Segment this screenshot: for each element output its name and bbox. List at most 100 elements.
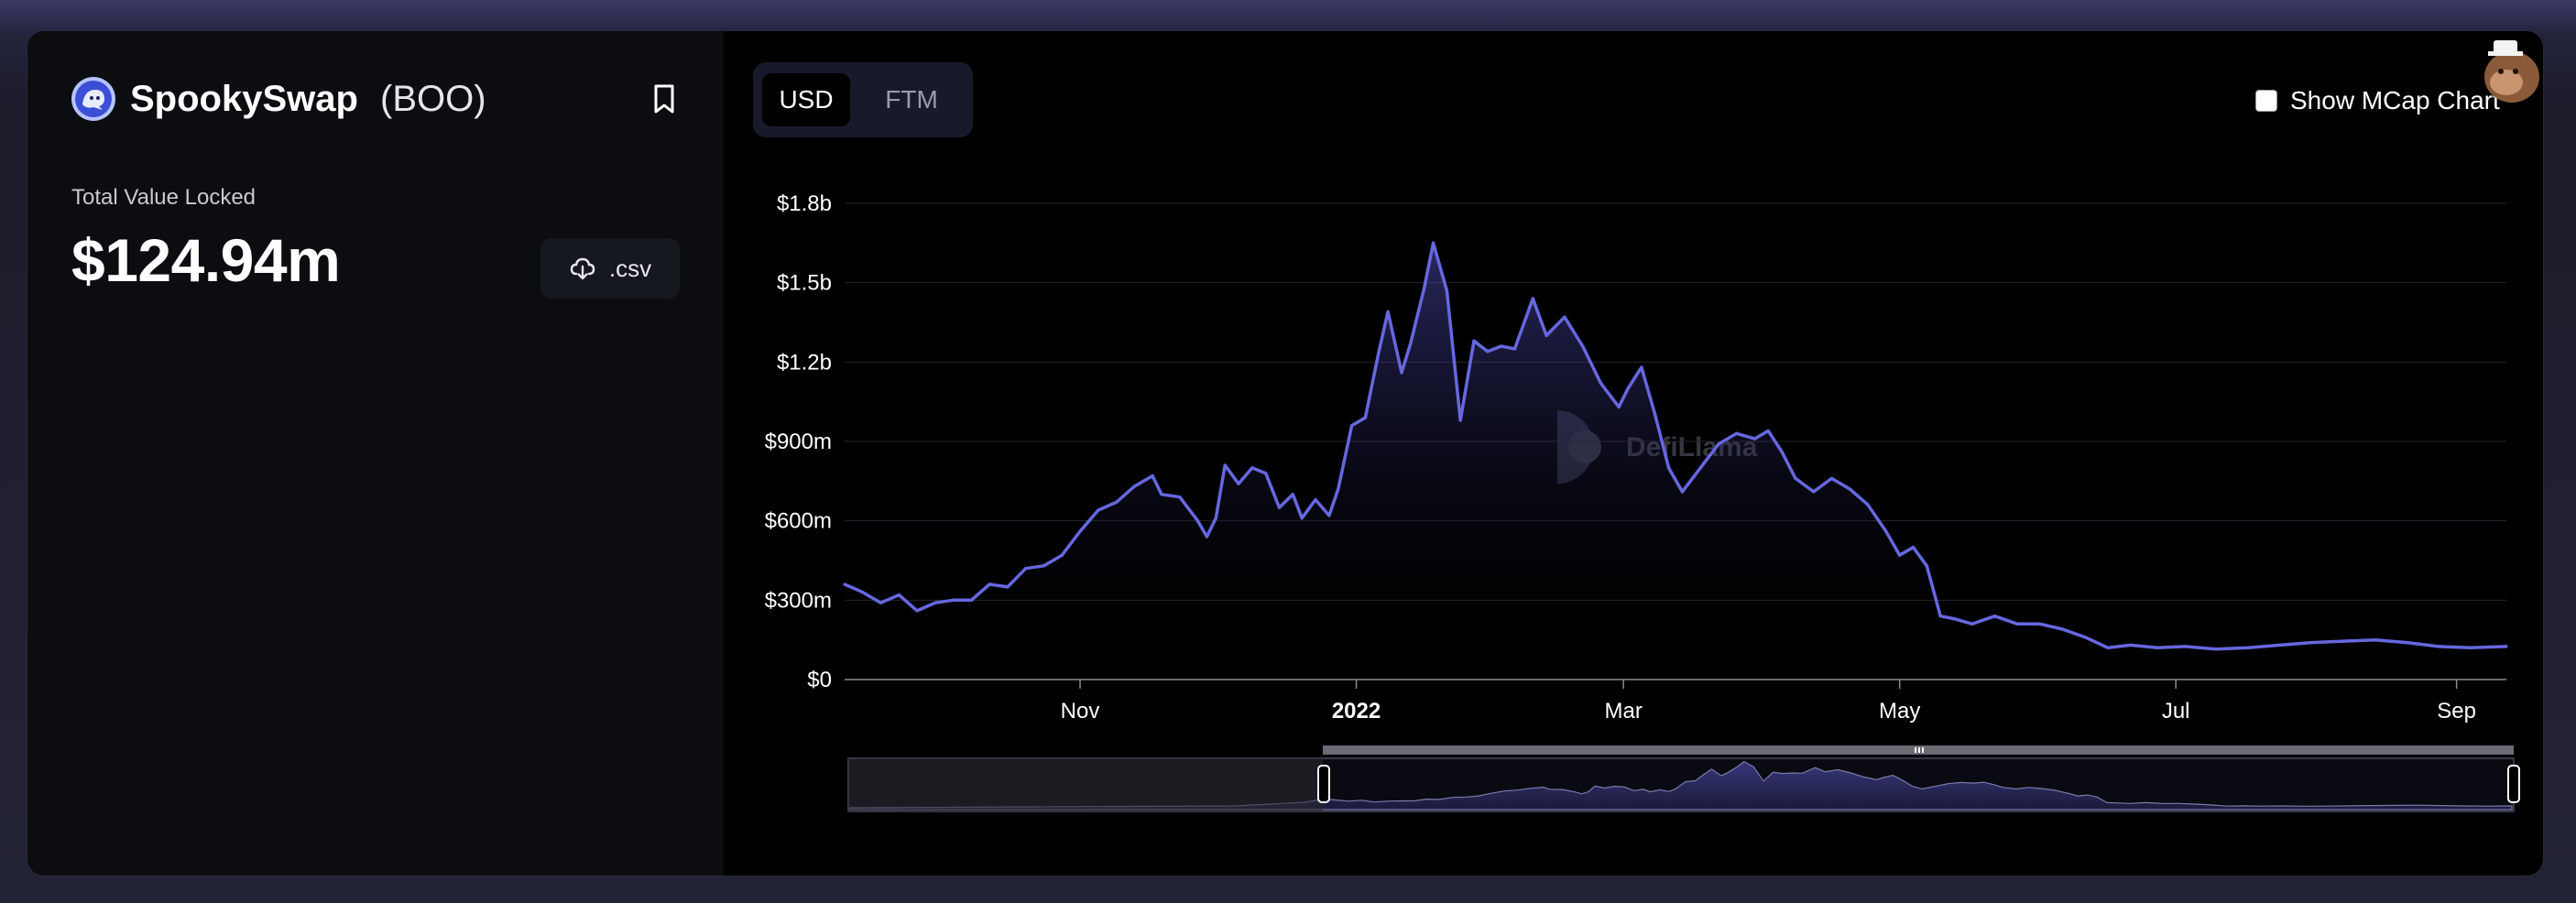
tvl-data-point bbox=[1866, 503, 1870, 506]
tvl-data-point bbox=[1626, 386, 1630, 390]
tvl-data-point bbox=[2246, 646, 2250, 649]
tvl-data-point bbox=[2061, 627, 2065, 631]
tvl-data-point bbox=[1486, 350, 1490, 354]
zoom-unselected-shade bbox=[848, 758, 1323, 811]
x-tick-label: Jul bbox=[2162, 699, 2190, 723]
tvl-data-point bbox=[1097, 508, 1100, 512]
tvl-data-point bbox=[1545, 333, 1548, 337]
tvl-data-point bbox=[1884, 529, 1888, 533]
currency-usd-button[interactable]: USD bbox=[762, 73, 850, 126]
zoom-preview-area bbox=[849, 760, 2513, 811]
zoom-left-handle[interactable] bbox=[1317, 765, 1330, 803]
tvl-data-point bbox=[2341, 639, 2345, 643]
tvl-data-points bbox=[843, 241, 2508, 651]
llama-mascot-icon bbox=[2484, 40, 2539, 103]
y-tick-label: $1.5b bbox=[777, 271, 832, 296]
tvl-data-point bbox=[1060, 553, 1064, 557]
tvl-data-point bbox=[1512, 347, 1517, 351]
protocol-name: SpookySwap bbox=[130, 79, 358, 119]
y-tick-label: $1.2b bbox=[777, 350, 832, 375]
tvl-data-point bbox=[1735, 431, 1739, 435]
tvl-data-point bbox=[1423, 286, 1426, 289]
tvl-data-point bbox=[1377, 350, 1381, 354]
tvl-data-point bbox=[2405, 641, 2408, 645]
x-tick-label: Nov bbox=[1061, 699, 1100, 723]
tvl-data-point bbox=[1472, 339, 1476, 343]
currency-toggle: USD FTM bbox=[753, 62, 973, 137]
x-tick-label: Mar bbox=[1604, 699, 1642, 723]
x-tick-label: 2022 bbox=[1332, 699, 1381, 723]
zoom-range-grip-icon[interactable] bbox=[1915, 747, 1924, 753]
tvl-data-point bbox=[2106, 646, 2110, 649]
tvl-data-point bbox=[1654, 413, 1657, 417]
tvl-data-point bbox=[1599, 381, 1602, 385]
y-tick-label: $600m bbox=[765, 509, 832, 534]
tvl-data-point bbox=[915, 609, 919, 613]
y-tick-label: $900m bbox=[765, 430, 832, 454]
tvl-data-point bbox=[1337, 487, 1340, 491]
download-csv-button[interactable]: .csv bbox=[540, 238, 680, 299]
tvl-area-chart[interactable]: $0 $300m $600m $900m $1.2b $1.5b $1.8b Nov 2022… bbox=[27, 31, 2543, 876]
tvl-data-point bbox=[1563, 315, 1566, 319]
tvl-data-point bbox=[1617, 405, 1621, 408]
tvl-data-point bbox=[1445, 288, 1448, 292]
tvl-data-point bbox=[1766, 429, 1770, 432]
x-tick-label: Sep bbox=[2437, 699, 2476, 723]
tvl-data-point bbox=[2215, 647, 2219, 651]
mcap-checkbox[interactable] bbox=[2255, 90, 2277, 112]
tvl-data-point bbox=[1350, 424, 1354, 428]
data-zoom-slider[interactable] bbox=[847, 745, 2520, 812]
tvl-data-point bbox=[933, 601, 937, 604]
protocol-info-panel: SpookySwap (BOO) Total Value Locked $124… bbox=[27, 31, 724, 876]
y-tick-label: $1.8b bbox=[777, 191, 832, 216]
spooky-ghost-logo-icon bbox=[71, 77, 115, 121]
y-tick-label: $0 bbox=[807, 668, 832, 692]
tvl-data-point bbox=[1178, 495, 1182, 499]
tvl-data-point bbox=[1667, 466, 1671, 470]
tvl-data-point bbox=[1409, 342, 1413, 345]
tvl-data-point bbox=[1500, 344, 1503, 348]
tvl-data-point bbox=[1132, 484, 1136, 488]
tvl-data-point bbox=[1829, 476, 1834, 480]
tvl-data-point bbox=[1195, 519, 1200, 523]
tvl-data-point bbox=[1214, 517, 1217, 520]
tvl-data-point bbox=[2309, 641, 2314, 645]
tvl-data-point bbox=[1898, 553, 1902, 557]
tvl-data-point bbox=[2156, 646, 2159, 649]
tvl-data-point bbox=[1531, 297, 1534, 300]
tvl-data-point bbox=[2015, 622, 2019, 626]
cloud-download-icon bbox=[570, 257, 595, 280]
tvl-data-point bbox=[1952, 617, 1956, 621]
mcap-toggle[interactable]: Show MCap Chart bbox=[2255, 86, 2500, 115]
tvl-data-point bbox=[988, 582, 991, 586]
tvl-data-point bbox=[2278, 643, 2282, 647]
protocol-tvl-card: SpookySwap (BOO) Total Value Locked $124… bbox=[27, 31, 2543, 876]
tvl-data-point bbox=[1223, 463, 1227, 467]
tvl-data-point bbox=[1327, 514, 1331, 517]
tvl-data-point bbox=[1717, 442, 1720, 446]
tvl-data-point bbox=[897, 593, 901, 597]
tvl-data-point bbox=[2183, 645, 2187, 648]
zoom-right-handle[interactable] bbox=[2507, 765, 2520, 803]
tvl-data-point bbox=[1581, 344, 1585, 348]
currency-ftm-button[interactable]: FTM bbox=[885, 85, 938, 114]
tvl-data-point bbox=[1911, 546, 1916, 549]
tvl-data-point bbox=[1938, 615, 1942, 618]
tvl-data-point bbox=[1432, 241, 1435, 245]
tvl-data-point bbox=[1812, 490, 1816, 494]
tvl-data-point bbox=[1780, 451, 1784, 454]
tvl-data-point bbox=[1042, 564, 1046, 568]
tvl-data-point bbox=[1992, 615, 1997, 618]
tvl-data-point bbox=[1205, 535, 1208, 539]
tvl-data-point bbox=[1314, 498, 1317, 502]
protocol-symbol: (BOO) bbox=[380, 79, 486, 119]
tvl-data-point bbox=[843, 582, 846, 586]
tvl-data-point bbox=[879, 601, 883, 604]
bookmark-icon[interactable] bbox=[650, 82, 678, 115]
tvl-value: $124.94m bbox=[71, 226, 341, 294]
tvl-data-point bbox=[2129, 643, 2133, 647]
tvl-label: Total Value Locked bbox=[71, 185, 257, 210]
tvl-data-point bbox=[1794, 476, 1797, 480]
tvl-data-point bbox=[2468, 646, 2472, 649]
tvl-data-point bbox=[1078, 529, 1082, 533]
